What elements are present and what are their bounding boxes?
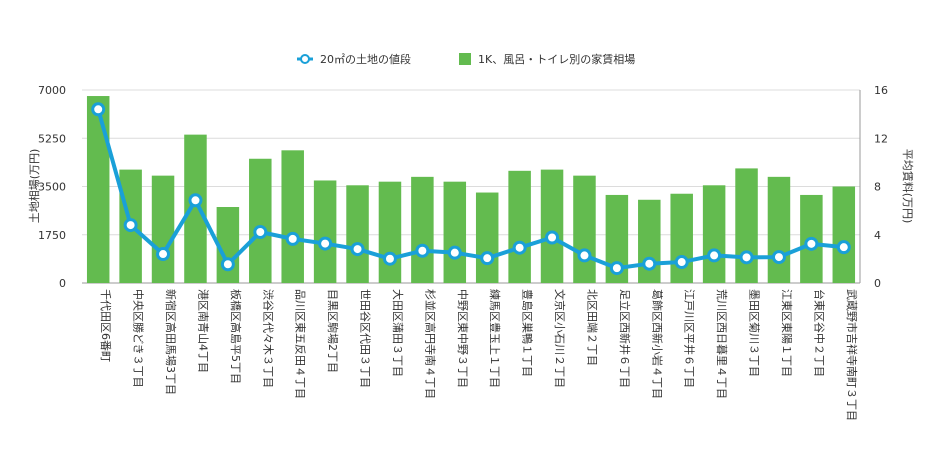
category-label: 杉並区高円寺南４丁目	[423, 289, 437, 399]
line-point	[739, 250, 754, 265]
bar	[605, 194, 629, 283]
bar	[670, 193, 693, 283]
legend-bar-swatch	[459, 53, 471, 65]
bar	[573, 175, 596, 283]
legend-line-marker	[300, 54, 310, 64]
bar	[540, 169, 564, 283]
left-tick-label: 7000	[38, 84, 66, 97]
bar	[767, 176, 791, 283]
line-point	[480, 251, 495, 266]
line-point	[318, 236, 333, 251]
line-point	[545, 230, 560, 245]
category-label: 目黒区駒場2丁目	[326, 289, 339, 373]
category-label: 北区田端２丁目	[585, 289, 598, 366]
category-label: 江戸川区平井６丁目	[683, 289, 697, 388]
line-point	[609, 261, 624, 276]
category-label: 港区南青山4丁目	[196, 289, 209, 373]
category-label: 中央区勝どき３丁目	[132, 289, 146, 388]
line-point	[156, 247, 171, 262]
line-path	[96, 108, 844, 271]
left-tick-label: 3500	[38, 181, 66, 194]
legend-entry-bar: 1K、風呂・トイレ別の家賃相場	[459, 52, 635, 66]
right-tick-label: 8	[874, 181, 881, 194]
line-point	[253, 224, 268, 239]
right-tick-label: 12	[874, 132, 888, 145]
category-label: 練馬区豊玉上１丁目	[488, 289, 502, 388]
category-label: 板橋区高島平5丁目	[229, 289, 243, 384]
line-point	[771, 250, 786, 265]
category-label: 台東区谷中２丁目	[812, 289, 826, 377]
category-label: 中野区東中野３丁目	[456, 289, 469, 388]
category-label: 品川区東五反田４丁目	[294, 289, 307, 399]
category-labels: 千代田区6番町 中央区勝どき３丁目 新宿区高田馬場3丁目 港区南青山4丁目 板橋区高島平…	[99, 289, 859, 421]
bar-series	[86, 96, 856, 283]
bar	[378, 181, 402, 283]
line-point	[220, 257, 235, 272]
bar	[313, 180, 337, 283]
category-label: 世田谷区代田３丁目	[359, 289, 372, 388]
line-point	[123, 218, 138, 233]
bar	[832, 186, 856, 283]
bar	[249, 158, 272, 283]
left-tick-label: 0	[59, 277, 66, 290]
bar	[702, 185, 726, 283]
bar	[508, 170, 531, 283]
category-label: 葛飾区西新小岩４丁目	[650, 289, 664, 399]
line-point	[285, 231, 300, 246]
line-point	[447, 245, 462, 260]
bar	[346, 185, 369, 283]
line-point	[188, 193, 203, 208]
bar	[411, 176, 434, 283]
right-axis-ticks: 0 4 8 12 16	[874, 84, 888, 290]
category-label: 足立区西新井６丁目	[618, 289, 632, 388]
left-tick-label: 1750	[38, 229, 66, 242]
right-axis-label: 平均賃料(万円)	[901, 149, 915, 224]
category-label: 武蔵野市吉祥寺南町３丁目	[845, 289, 859, 421]
line-point	[350, 242, 365, 257]
line-point	[512, 240, 527, 255]
left-tick-label: 5250	[38, 132, 66, 145]
left-axis-label: 土地相場(万円)	[28, 149, 41, 224]
line-point	[91, 102, 106, 117]
category-label: 千代田区6番町	[99, 289, 112, 362]
category-label: 江東区東陽１丁目	[780, 289, 793, 377]
line-point	[836, 240, 851, 255]
legend-label-line: 20㎡の土地の値段	[320, 52, 411, 66]
line-point	[804, 236, 819, 251]
bar	[184, 134, 207, 283]
bar	[86, 96, 110, 283]
right-tick-label: 16	[874, 84, 888, 97]
category-label: 大田区蒲田３丁目	[391, 289, 405, 377]
bar	[281, 150, 304, 283]
right-tick-label: 0	[874, 277, 881, 290]
category-label: 墨田区菊川３丁目	[748, 289, 761, 377]
category-label: 渋谷区代々木３丁目	[261, 289, 274, 388]
bar	[151, 175, 175, 283]
bar	[443, 181, 467, 283]
line-point	[382, 251, 397, 266]
bar	[475, 192, 499, 283]
line-series	[91, 102, 851, 276]
category-label: 豊島区巣鴨１丁目	[521, 289, 535, 377]
left-axis-ticks: 0 1750 3500 5250 7000	[38, 84, 66, 290]
line-point	[707, 248, 722, 263]
category-label: 文京区小石川２丁目	[553, 289, 567, 388]
line-point	[577, 248, 592, 263]
line-point	[674, 255, 689, 270]
bar	[735, 168, 758, 283]
legend-label-bar: 1K、風呂・トイレ別の家賃相場	[478, 52, 635, 66]
legend: 20㎡の土地の値段 1K、風呂・トイレ別の家賃相場	[297, 52, 635, 66]
legend-entry-line: 20㎡の土地の値段	[297, 52, 411, 66]
right-tick-label: 4	[874, 229, 881, 242]
line-point	[415, 243, 430, 258]
line-point	[642, 256, 657, 271]
category-label: 荒川区西日暮里４丁目	[715, 289, 729, 399]
category-label: 新宿区高田馬場3丁目	[164, 289, 178, 395]
